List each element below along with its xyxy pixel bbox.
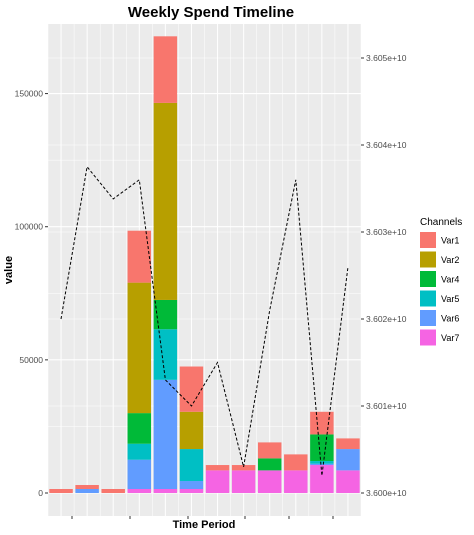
- bar-segment-var7: [127, 489, 152, 493]
- bar-segment-var4: [127, 413, 152, 444]
- y-tick-label: 50000: [19, 355, 43, 365]
- bar-segment-var1: [127, 230, 152, 283]
- bar-segment-var2: [179, 411, 204, 450]
- legend-label-var7: Var7: [441, 333, 459, 343]
- legend-key-var5: [420, 290, 436, 307]
- bar-segment-var1: [49, 489, 73, 493]
- bar-segment-var1: [310, 411, 334, 435]
- legend-label-var6: Var6: [441, 314, 459, 324]
- bar-segment-var6: [153, 379, 178, 490]
- secondary-series-line: [60, 165, 349, 476]
- y2-tick-label: 3.600e+10: [366, 488, 407, 498]
- bar-segment-var7: [336, 470, 360, 493]
- bar-segment-var4: [310, 434, 334, 462]
- legend-label-var4: Var4: [441, 275, 459, 285]
- stacked-bars: [49, 36, 360, 493]
- bar-segment-var5: [179, 449, 204, 482]
- legend-key-var2: [420, 251, 436, 268]
- x-axis-title: Time Period: [173, 519, 236, 531]
- bar-segment-var4: [257, 458, 282, 471]
- y2-tick-label: 3.605e+10: [366, 53, 407, 63]
- bar-segment-var1: [153, 36, 178, 103]
- legend-key-var7: [420, 329, 436, 346]
- y-tick-label: 150000: [15, 89, 44, 99]
- legend-key-var4: [420, 271, 436, 287]
- legend-key-var1: [420, 232, 436, 248]
- y-axis-title: value: [3, 256, 15, 284]
- legend-label-var2: Var2: [441, 255, 459, 265]
- bar-segment-var6: [179, 481, 204, 490]
- bar-segment-var5: [153, 329, 178, 380]
- legend-title: Channels: [420, 217, 462, 228]
- bar-segment-var1: [231, 465, 256, 471]
- bar-segment-var5: [310, 461, 334, 464]
- bar-segment-var1: [284, 454, 308, 471]
- bar-segment-var7: [153, 489, 178, 493]
- chart-title: Weekly Spend Timeline: [128, 4, 294, 21]
- bar-segment-var1: [75, 485, 99, 490]
- bar-segment-var6: [75, 489, 99, 493]
- y-tick-label: 0: [38, 488, 43, 498]
- bar-segment-var7: [257, 470, 282, 493]
- legend-label-var5: Var5: [441, 294, 459, 304]
- y2-tick-label: 3.603e+10: [366, 227, 407, 237]
- bar-segment-var6: [336, 449, 360, 471]
- bar-segment-var7: [205, 470, 230, 493]
- bar-segment-var7: [310, 465, 334, 493]
- bar-segment-var1: [205, 465, 230, 471]
- legend-label-var1: Var1: [441, 236, 459, 246]
- bar-segment-var7: [179, 489, 204, 493]
- secondary-y-axis: 3.600e+10 3.601e+10 3.602e+10 3.603e+10 3.60…: [361, 53, 407, 498]
- legend-key-var6: [420, 310, 436, 326]
- bar-segment-var2: [153, 102, 178, 300]
- y2-tick-label: 3.604e+10: [366, 140, 407, 150]
- bar-segment-var5: [127, 443, 152, 460]
- y2-tick-label: 3.602e+10: [366, 314, 407, 324]
- x-axis: [71, 516, 334, 519]
- bar-segment-var1: [179, 366, 204, 412]
- bar-segment-var7: [231, 470, 256, 493]
- bar-segment-var4: [153, 299, 178, 330]
- legend: Channels Var1 Var2 Var4 Var5 Var6 Var7: [420, 217, 462, 346]
- bar-segment-var1: [101, 489, 125, 493]
- bar-segment-var2: [127, 282, 152, 414]
- y2-tick-label: 3.601e+10: [366, 401, 407, 411]
- bar-segment-var7: [284, 470, 308, 493]
- y-axis: 0 50000 100000 150000: [15, 89, 48, 498]
- bar-segment-var1: [257, 442, 282, 459]
- y-tick-label: 100000: [15, 222, 44, 232]
- grid-lines: [47, 24, 362, 516]
- bar-segment-var6: [310, 463, 334, 466]
- bar-segment-var6: [127, 459, 152, 490]
- bar-segment-var1: [336, 438, 360, 450]
